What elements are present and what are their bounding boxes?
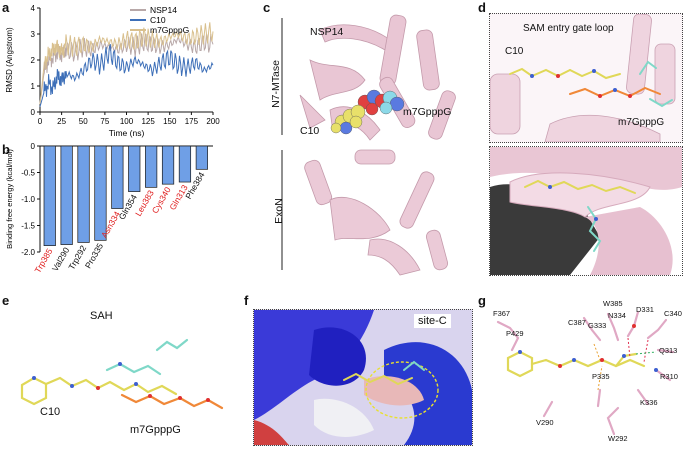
gate-loop-image [490, 14, 676, 142]
gate-loop-label: SAM entry gate loop [523, 23, 614, 34]
panel-d-top: SAM entry gate loop C10 m7GpppG [489, 13, 683, 143]
nsp14-structure-panel: NSP14 N7-MTase ExoN C10 m7GpppG [270, 0, 475, 290]
exon-label: ExoN [272, 198, 285, 224]
panel-d-bottom [489, 146, 683, 276]
m7gpppg-label-e: m7GpppG [130, 424, 181, 436]
y-axis-label-b: Binding free energy (kcal/mol) [5, 149, 14, 249]
ligand-overlay-image [20, 338, 224, 410]
nsp14-label: NSP14 [310, 26, 344, 38]
series-line-m7gpppg [39, 22, 214, 105]
residue-p335: P335 [592, 372, 610, 381]
rmsd-line-chart: 0 25 50 75 100 125 150 175 200 0 1 2 3 4 Time (ns) RMSD… [5, 4, 220, 138]
residue-c340: C340 [664, 309, 682, 318]
bar-trp385 [43, 145, 56, 246]
y-tick-label-b: -0.5 [21, 169, 35, 178]
c10-label-e: C10 [40, 406, 61, 418]
electrostatic-surface-image [254, 310, 472, 445]
m7gpppg-label-c: m7GpppG [403, 106, 452, 118]
panel-label-b: b [2, 142, 10, 157]
bar-gln354 [128, 145, 141, 192]
x-axis-label-a: Time (ns) [109, 128, 145, 138]
bar-leu383 [145, 145, 158, 188]
category-label-trp385: Trp385 [33, 246, 55, 274]
y-tick-label-a: 4 [31, 4, 36, 13]
bar-gln313 [178, 145, 192, 183]
bar-cys340 [161, 145, 175, 185]
y-tick-label-a: 2 [31, 56, 36, 65]
residue-q313: Q313 [659, 346, 678, 355]
panel-label-g: g [478, 293, 486, 308]
y-tick-label-a: 0 [31, 108, 36, 117]
residue-r310: R310 [660, 372, 678, 381]
legend-label-m7gpppg: m7GpppG [150, 25, 189, 35]
panel-label-e: e [2, 293, 10, 308]
series-line-c10 [39, 43, 214, 107]
y-tick-label-b: 0 [31, 142, 36, 151]
surface-pocket-image [490, 147, 682, 275]
x-tick-label-a: 125 [141, 117, 155, 126]
panel-g-interactions: F367 P429 C387 G333 W385 N334 D331 C340 … [488, 299, 685, 446]
sah-label: SAH [90, 310, 113, 322]
category-label-pro335: Pro335 [83, 241, 106, 270]
m7gpppg-spheres [357, 89, 405, 116]
x-tick-label-a: 175 [185, 117, 199, 126]
bar-pro335 [94, 145, 107, 241]
m7gpppg-label-d: m7GpppG [618, 117, 665, 128]
panel-label-c: c [263, 0, 271, 15]
series-line-nsp14 [39, 33, 214, 105]
residue-p429: P429 [506, 329, 524, 338]
residue-k336: K336 [640, 398, 658, 407]
category-label-val290: Val290 [50, 245, 72, 273]
residue-g333: G333 [588, 321, 607, 330]
legend-label-c10: C10 [150, 15, 166, 25]
residue-d331: D331 [636, 305, 654, 314]
panel-label-d: d [478, 0, 486, 15]
y-tick-label-b: -1.5 [21, 222, 35, 231]
x-tick-label-a: 50 [79, 117, 88, 126]
residue-w292: W292 [608, 434, 628, 443]
panel-label-f: f [244, 293, 249, 308]
legend-label-nsp14: NSP14 [150, 5, 177, 15]
n7-mtase-label: N7-MTase [269, 60, 282, 108]
nsp14-structure-image [281, 14, 456, 276]
x-tick-label-a: 25 [57, 117, 66, 126]
c10-label-c: C10 [300, 125, 320, 137]
y-axis-label-a: RMSD (Angstrom) [5, 27, 14, 93]
residue-c387: C387 [568, 318, 586, 327]
category-label-cys340: Cys340 [150, 185, 173, 215]
y-tick-label-b: -1.0 [21, 195, 35, 204]
bar-trp292 [77, 145, 90, 243]
residue-n334: N334 [608, 311, 626, 320]
x-tick-label-a: 0 [38, 117, 43, 126]
site-c-label: site-C [414, 314, 451, 328]
y-tick-label-a: 1 [31, 82, 36, 91]
panel-label-a: a [2, 0, 10, 15]
category-label-leu383: Leu383 [133, 188, 156, 218]
x-tick-label-a: 100 [120, 117, 134, 126]
x-tick-label-a: 150 [163, 117, 177, 126]
bar-phe384 [195, 145, 208, 170]
c10-spheres [330, 104, 366, 135]
residue-w385: W385 [603, 299, 623, 308]
interaction-diagram-image [496, 310, 675, 436]
bar-val290 [60, 145, 73, 245]
c10-label-d: C10 [505, 46, 524, 57]
y-tick-label-b: -2.0 [21, 248, 35, 257]
residue-f367: F367 [493, 309, 511, 318]
panel-e-overlay: SAH C10 m7GpppG [12, 300, 237, 446]
bar-asn334 [111, 145, 124, 209]
x-tick-label-a: 75 [100, 117, 109, 126]
x-tick-label-a: 200 [206, 117, 220, 126]
y-tick-label-a: 3 [31, 30, 36, 39]
panel-f-surface: site-C [253, 309, 473, 446]
binding-energy-bar-chart: -2.0 -1.5 -1.0 -0.5 0 Binding free energy (kc… [5, 142, 213, 275]
residue-v290: V290 [536, 418, 554, 427]
